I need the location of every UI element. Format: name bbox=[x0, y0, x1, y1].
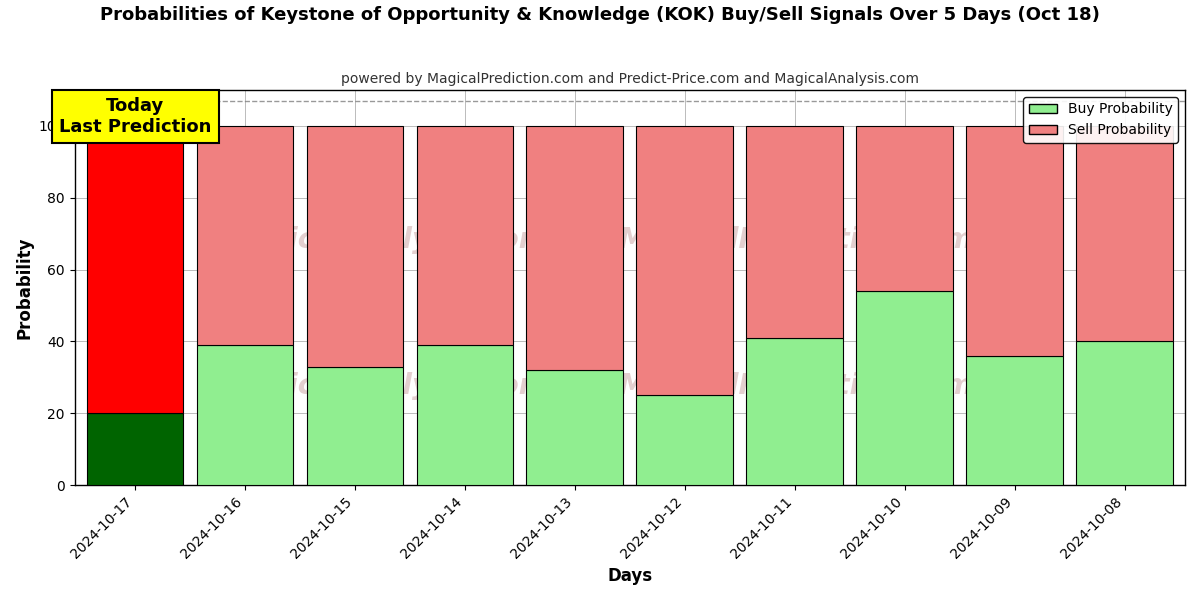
Text: MagicalAnalysis.com: MagicalAnalysis.com bbox=[223, 226, 548, 254]
Text: MagicalAnalysis.com: MagicalAnalysis.com bbox=[223, 373, 548, 400]
Bar bbox=[1076, 341, 1172, 485]
Bar bbox=[966, 356, 1063, 485]
Bar bbox=[857, 291, 953, 485]
Bar bbox=[307, 126, 403, 367]
Y-axis label: Probability: Probability bbox=[16, 236, 34, 339]
X-axis label: Days: Days bbox=[607, 567, 653, 585]
Bar bbox=[527, 370, 623, 485]
Bar bbox=[416, 345, 514, 485]
Bar bbox=[86, 413, 184, 485]
Text: MagicalPrediction.com: MagicalPrediction.com bbox=[619, 226, 974, 254]
Bar bbox=[527, 126, 623, 370]
Legend: Buy Probability, Sell Probability: Buy Probability, Sell Probability bbox=[1024, 97, 1178, 143]
Bar bbox=[86, 126, 184, 413]
Title: powered by MagicalPrediction.com and Predict-Price.com and MagicalAnalysis.com: powered by MagicalPrediction.com and Pre… bbox=[341, 72, 919, 86]
Bar bbox=[307, 367, 403, 485]
Bar bbox=[857, 126, 953, 291]
Bar bbox=[197, 126, 294, 345]
Bar bbox=[636, 126, 733, 395]
Bar bbox=[197, 345, 294, 485]
Bar bbox=[636, 395, 733, 485]
Bar bbox=[746, 126, 844, 338]
Text: Probabilities of Keystone of Opportunity & Knowledge (KOK) Buy/Sell Signals Over: Probabilities of Keystone of Opportunity… bbox=[100, 6, 1100, 24]
Bar bbox=[966, 126, 1063, 356]
Text: MagicalPrediction.com: MagicalPrediction.com bbox=[619, 373, 974, 400]
Text: Today
Last Prediction: Today Last Prediction bbox=[59, 97, 211, 136]
Bar bbox=[416, 126, 514, 345]
Bar bbox=[746, 338, 844, 485]
Bar bbox=[1076, 126, 1172, 341]
